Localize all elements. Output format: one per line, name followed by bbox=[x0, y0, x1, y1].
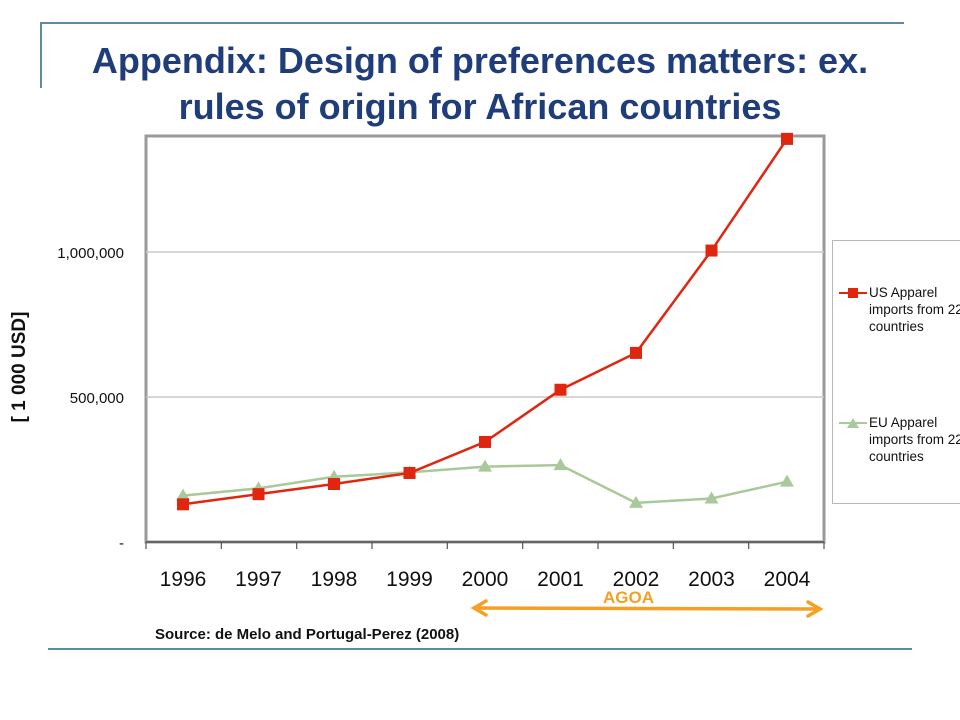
data-point-us bbox=[252, 488, 265, 501]
data-point-eu bbox=[553, 458, 568, 471]
tick-labels: - 500,000 1,000,000 1996 1997 1998 1999 2000 200… bbox=[57, 245, 810, 591]
legend-label-eu: EU Apparel imports from 22 countries bbox=[869, 415, 960, 464]
data-point-eu bbox=[780, 474, 794, 487]
left-rule bbox=[40, 22, 42, 88]
plot-area bbox=[144, 134, 826, 544]
agoa-arrow-shaft bbox=[477, 606, 817, 611]
bottom-rule bbox=[48, 648, 912, 650]
y-tick-label: 500,000 bbox=[70, 390, 124, 407]
data-point-us bbox=[554, 383, 567, 396]
data-point-eu bbox=[478, 459, 492, 472]
slide-title: Appendix: Design of preferences matters:… bbox=[91, 40, 869, 127]
agoa-arrow-head-right bbox=[806, 600, 824, 618]
series-us bbox=[177, 132, 793, 511]
agoa-arrow-head-left bbox=[470, 599, 488, 617]
x-tick-label: 2003 bbox=[688, 568, 735, 591]
data-point-us bbox=[403, 466, 416, 479]
legend-marker-eu bbox=[839, 418, 867, 428]
x-tick-label: 1997 bbox=[235, 568, 282, 591]
x-tick-label: 2000 bbox=[462, 568, 509, 591]
axes bbox=[145, 541, 825, 549]
x-tick-label: 2002 bbox=[613, 568, 660, 591]
legend: US Apparel imports from 22 countries EU … bbox=[832, 240, 960, 504]
legend-marker-us bbox=[839, 288, 867, 298]
x-tick-label: 2001 bbox=[537, 568, 584, 591]
annotation bbox=[470, 599, 824, 618]
x-tick-label: 2004 bbox=[764, 568, 811, 591]
y-tick-label: 1,000,000 bbox=[57, 245, 124, 262]
x-tick-label: 1998 bbox=[311, 568, 358, 591]
y-axis-label: [ 1 000 USD] bbox=[9, 311, 30, 423]
y-tick-label: - bbox=[119, 535, 124, 552]
data-point-eu bbox=[176, 488, 190, 501]
data-point-us bbox=[705, 244, 718, 257]
agoa-label: AGOA bbox=[603, 588, 654, 607]
x-tick-label: 1999 bbox=[386, 568, 433, 591]
data-point-eu bbox=[704, 491, 719, 504]
legend-label-us: US Apparel imports from 22 countries bbox=[869, 285, 960, 334]
data-point-us bbox=[328, 478, 340, 490]
data-point-us bbox=[479, 435, 491, 448]
data-point-eu bbox=[629, 495, 643, 508]
data-point-us bbox=[781, 132, 793, 145]
source-note: Source: de Melo and Portugal-Perez (2008… bbox=[155, 626, 460, 643]
plot-border bbox=[144, 134, 826, 544]
x-tick-label: 1996 bbox=[160, 568, 207, 591]
data-point-us bbox=[177, 498, 189, 511]
top-rule bbox=[40, 22, 904, 24]
data-point-us bbox=[630, 346, 642, 359]
